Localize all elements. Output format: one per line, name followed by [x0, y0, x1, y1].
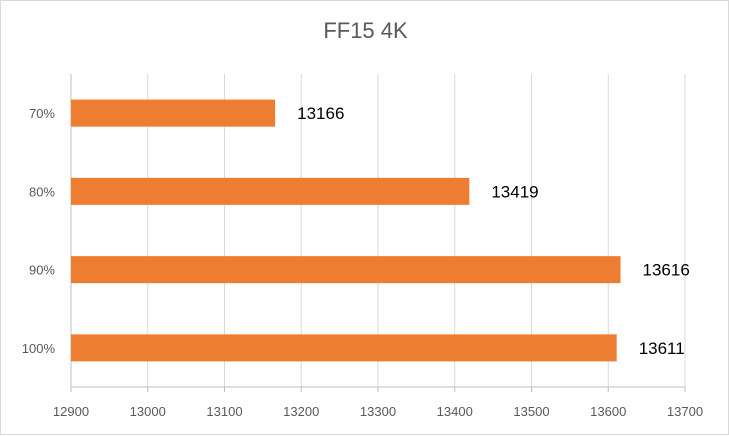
x-tick-label: 13100 [206, 404, 242, 419]
data-label: 13616 [643, 261, 690, 280]
y-tick-label: 100% [22, 341, 56, 356]
x-tick-label: 13600 [590, 404, 626, 419]
bar [71, 99, 276, 127]
bar [71, 334, 617, 362]
bar [71, 177, 470, 205]
x-tick-label: 13300 [360, 404, 396, 419]
labels: 12900 13000 13100 13200 13300 13400 13500 13600… [22, 104, 703, 419]
x-tick-label: 13700 [667, 404, 703, 419]
y-tick-label: 70% [29, 106, 55, 121]
x-tick-label: 12900 [53, 404, 89, 419]
x-tick-label: 13500 [513, 404, 549, 419]
y-tick-label: 80% [29, 184, 55, 199]
bars [71, 99, 621, 362]
x-tick-label: 13400 [437, 404, 473, 419]
bar [71, 256, 621, 284]
data-label: 13166 [297, 104, 344, 123]
data-label: 13419 [491, 182, 538, 201]
y-tick-label: 90% [29, 263, 55, 278]
x-tick-label: 13000 [130, 404, 166, 419]
chart-title: FF15 4K [323, 18, 408, 43]
x-tick-label: 13200 [283, 404, 319, 419]
data-label: 13611 [639, 339, 685, 358]
